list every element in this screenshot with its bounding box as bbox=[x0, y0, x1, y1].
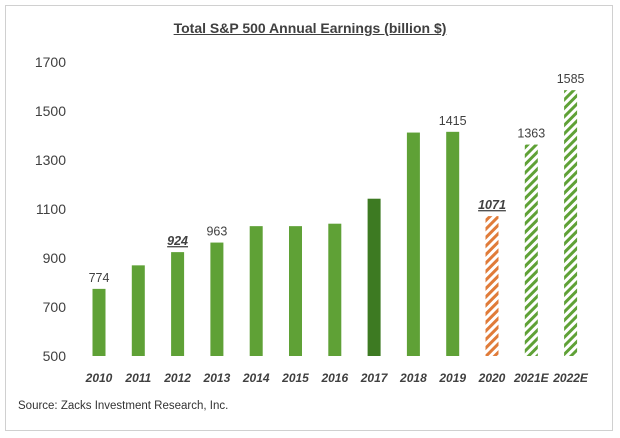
bar-2017 bbox=[367, 198, 381, 356]
x-axis: 2010 2011 2012 2013 2014 2015 2016 2017 2018 2019… bbox=[85, 371, 589, 385]
data-label: 1363 bbox=[517, 127, 545, 141]
x-tick-label: 2017 bbox=[360, 371, 389, 385]
y-tick-label: 900 bbox=[43, 250, 67, 266]
x-tick-label: 2015 bbox=[281, 371, 309, 385]
x-tick-label: 2020 bbox=[478, 371, 506, 385]
x-tick-label: 2010 bbox=[85, 371, 113, 385]
data-label: 963 bbox=[206, 225, 227, 239]
data-label: 1071 bbox=[478, 198, 506, 212]
chart-frame: Total S&P 500 Annual Earnings (billion $… bbox=[5, 5, 613, 431]
x-tick-label: 2019 bbox=[438, 371, 466, 385]
x-tick-label: 2013 bbox=[203, 371, 231, 385]
y-tick-label: 1500 bbox=[35, 103, 66, 119]
bars bbox=[92, 90, 578, 357]
y-tick-label: 700 bbox=[43, 299, 67, 315]
y-axis: 500 700 900 1100 1300 1500 1700 bbox=[35, 54, 66, 364]
x-tick-label: 2011 bbox=[124, 371, 151, 385]
x-tick-label: 2016 bbox=[320, 371, 348, 385]
data-label: 1585 bbox=[557, 72, 585, 86]
bar-2020 bbox=[485, 216, 499, 356]
bar-2011 bbox=[131, 265, 145, 356]
x-tick-label: 2021E bbox=[513, 371, 550, 385]
data-label: 924 bbox=[167, 234, 188, 248]
data-label: 1415 bbox=[439, 114, 467, 128]
chart-source: Source: Zacks Investment Research, Inc. bbox=[18, 400, 229, 412]
bar-2014 bbox=[249, 226, 263, 356]
bar-2012 bbox=[171, 252, 185, 356]
bar-2022E bbox=[564, 90, 578, 357]
data-labels: 774 924 963 1415 1071 1363 1585 bbox=[89, 72, 585, 285]
bar-2015 bbox=[289, 226, 302, 356]
bar-2021E bbox=[524, 144, 538, 356]
bar-2013 bbox=[210, 242, 224, 356]
y-tick-label: 1700 bbox=[35, 54, 66, 70]
bar-2019 bbox=[446, 131, 460, 356]
x-tick-label: 2014 bbox=[242, 371, 270, 385]
y-tick-label: 500 bbox=[43, 348, 67, 364]
x-tick-label: 2022E bbox=[552, 371, 589, 385]
bar-2018 bbox=[406, 132, 420, 356]
bar-2010 bbox=[92, 288, 106, 356]
x-tick-label: 2018 bbox=[399, 371, 427, 385]
y-tick-label: 1100 bbox=[36, 201, 66, 217]
y-tick-label: 1300 bbox=[35, 152, 66, 168]
bar-2016 bbox=[328, 223, 342, 356]
data-label: 774 bbox=[89, 271, 110, 285]
chart-title: Total S&P 500 Annual Earnings (billion $… bbox=[173, 20, 447, 36]
x-tick-label: 2012 bbox=[163, 371, 191, 385]
